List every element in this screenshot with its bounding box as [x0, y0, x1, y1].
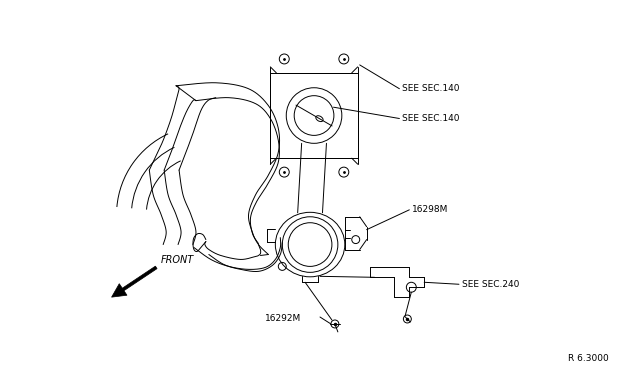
Text: SEE SEC.140: SEE SEC.140	[403, 114, 460, 123]
Text: R 6.3000: R 6.3000	[568, 354, 609, 363]
Ellipse shape	[316, 116, 323, 122]
Text: SEE SEC.140: SEE SEC.140	[403, 84, 460, 93]
Text: 16292M: 16292M	[266, 314, 301, 324]
FancyArrow shape	[111, 266, 157, 297]
Text: SEE SEC.240: SEE SEC.240	[462, 280, 519, 289]
Text: 16298M: 16298M	[412, 205, 449, 214]
Text: FRONT: FRONT	[161, 256, 195, 265]
